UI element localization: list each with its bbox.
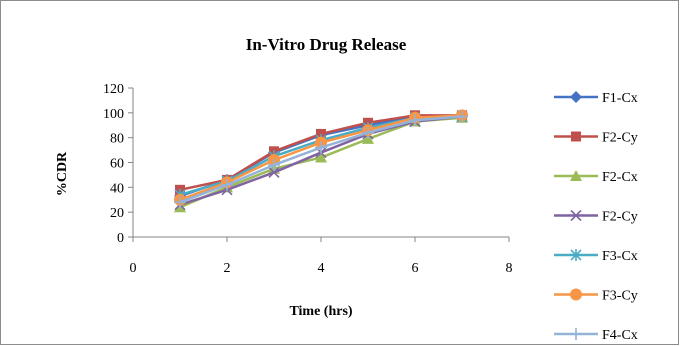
legend-label: F2-Cx bbox=[602, 170, 638, 185]
legend-marker bbox=[570, 209, 582, 222]
legend-item: F4-Cx bbox=[554, 328, 638, 343]
legend-label: F2-Cy bbox=[602, 210, 638, 225]
legend-item: F2-Cy bbox=[554, 131, 638, 146]
legend-item: F2-Cy bbox=[554, 210, 638, 225]
legend-marker bbox=[570, 91, 582, 103]
legend: F1-Cx F2-Cy F2-Cx F2-Cy F3-Cx F3-Cy F4-Cx bbox=[554, 91, 638, 343]
legend-marker bbox=[570, 170, 582, 181]
y-tick-label: 20 bbox=[110, 206, 124, 221]
legend-item: F2-Cx bbox=[554, 170, 638, 185]
x-axis-label: Time (hrs) bbox=[289, 304, 352, 319]
legend-marker bbox=[570, 249, 582, 261]
y-tick-label: 60 bbox=[110, 157, 124, 172]
x-tick-label: 2 bbox=[224, 261, 231, 276]
data-point bbox=[174, 196, 186, 209]
legend-label: F2-Cy bbox=[602, 131, 638, 146]
series-layer bbox=[174, 109, 468, 213]
y-tick-label: 40 bbox=[110, 181, 124, 196]
legend-item: F3-Cx bbox=[554, 249, 638, 264]
legend-label: F3-Cy bbox=[602, 289, 638, 304]
x-tick-label: 6 bbox=[412, 261, 419, 276]
chart-title: In-Vitro Drug Release bbox=[246, 35, 407, 54]
legend-marker bbox=[570, 328, 582, 340]
legend-item: F3-Cy bbox=[554, 288, 638, 304]
y-tick-label: 80 bbox=[110, 132, 124, 147]
legend-label: F3-Cx bbox=[602, 249, 638, 264]
data-point bbox=[409, 114, 421, 127]
y-tick-label: 0 bbox=[117, 231, 124, 246]
x-tick-label: 4 bbox=[318, 261, 325, 276]
y-tick-label: 100 bbox=[103, 107, 124, 122]
legend-marker bbox=[570, 288, 582, 301]
y-tick-label: 120 bbox=[103, 82, 124, 97]
data-point bbox=[315, 151, 327, 163]
legend-label: F4-Cx bbox=[602, 328, 638, 343]
legend-marker bbox=[571, 131, 581, 142]
data-point bbox=[315, 141, 327, 154]
series-f4-cx bbox=[174, 110, 468, 209]
series-f2-cx bbox=[174, 111, 468, 213]
x-tick-label: 0 bbox=[130, 261, 137, 276]
legend-item: F1-Cx bbox=[554, 91, 638, 106]
x-tick-label: 8 bbox=[506, 261, 513, 276]
data-point bbox=[268, 166, 280, 178]
data-point bbox=[268, 158, 280, 171]
y-axis-label: %CDR bbox=[55, 151, 70, 196]
axes: 0 20 40 60 80 100 120 0 2 4 6 8 bbox=[103, 82, 513, 276]
legend-label: F1-Cx bbox=[602, 91, 638, 106]
data-point bbox=[316, 128, 326, 139]
data-point bbox=[456, 110, 468, 123]
data-point bbox=[221, 178, 233, 191]
data-point bbox=[362, 126, 374, 139]
